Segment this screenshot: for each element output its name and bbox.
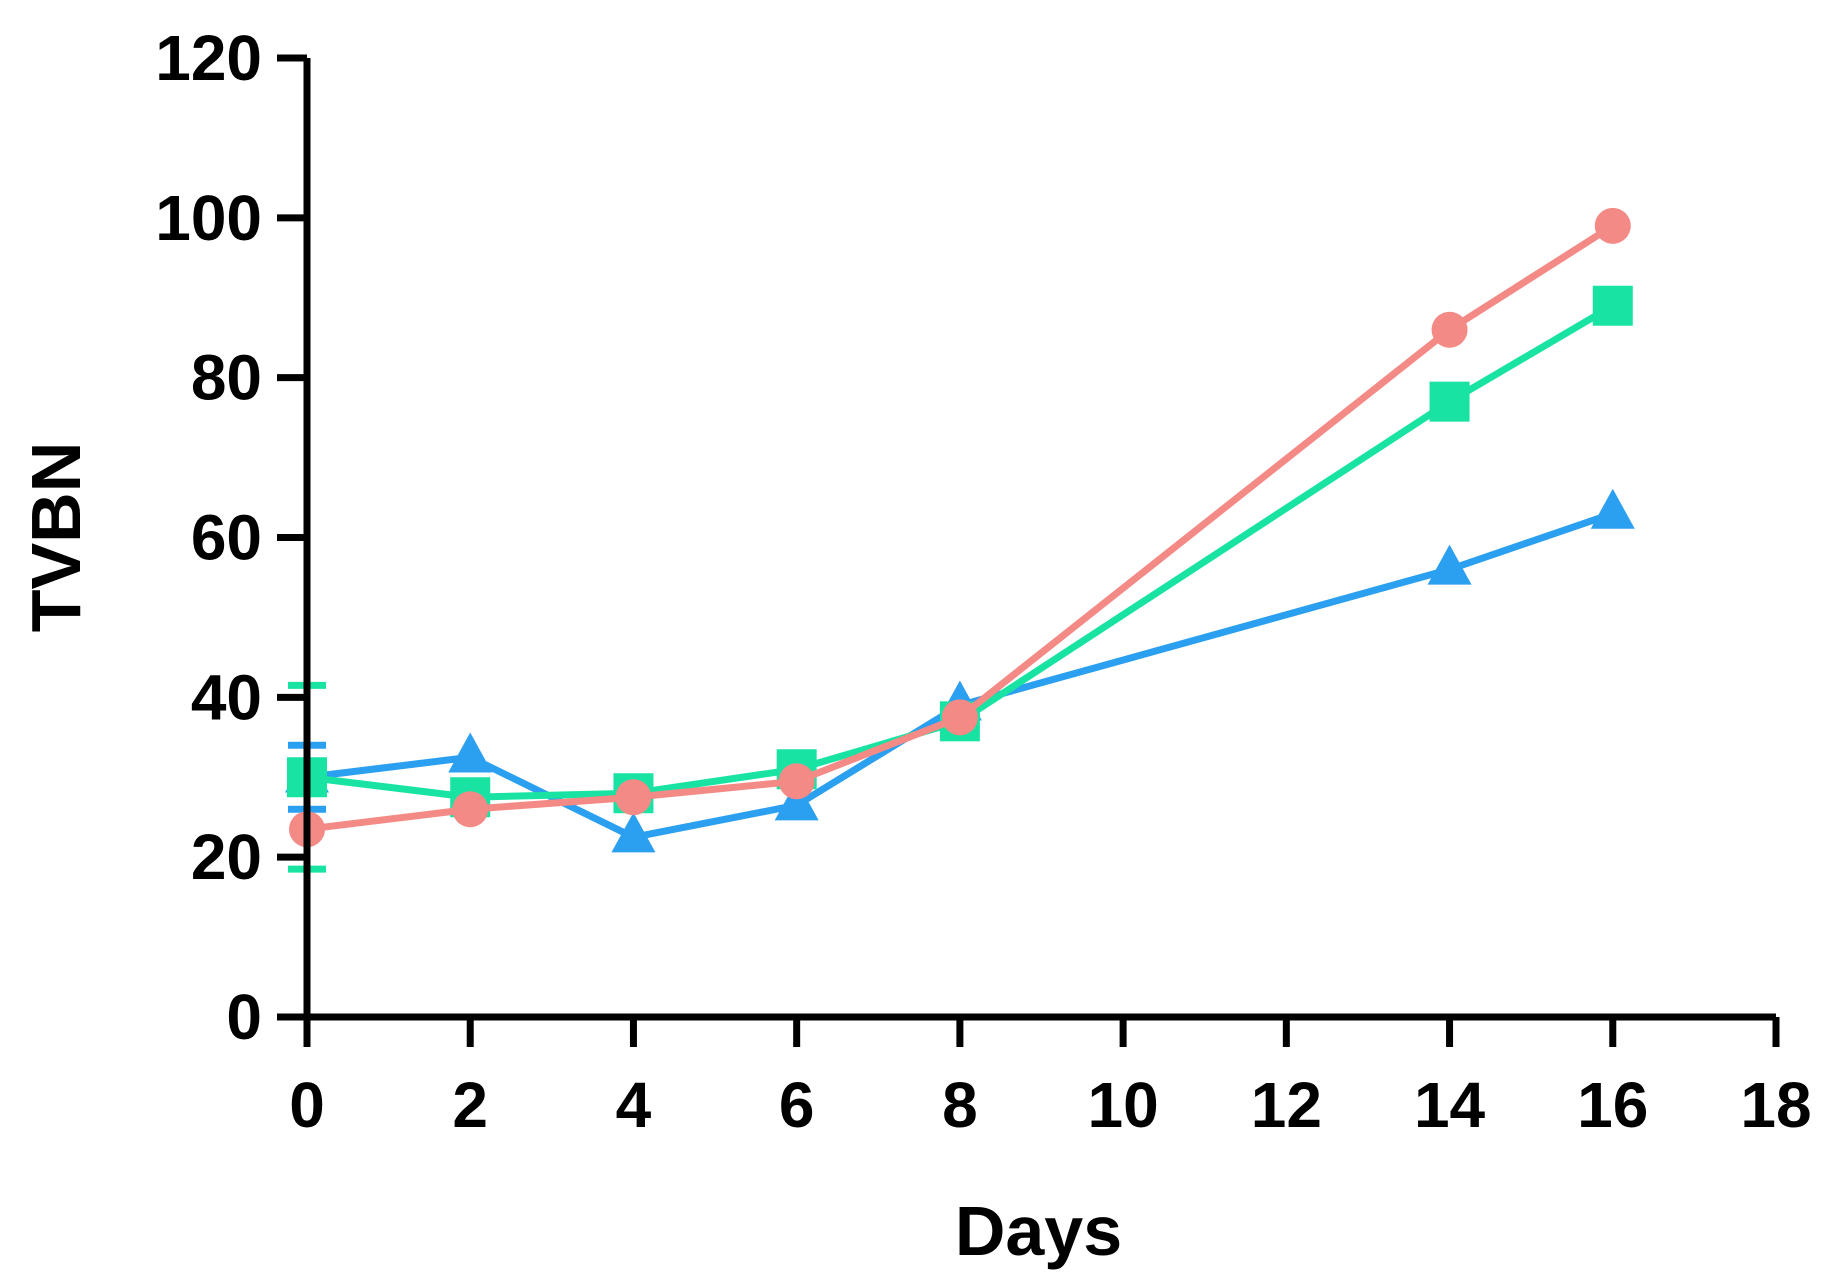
x-tick-label: 4: [616, 1069, 652, 1141]
data-point-circle: [778, 763, 815, 800]
series-group: [285, 207, 1635, 873]
x-tick-label: 6: [779, 1069, 815, 1141]
axes: [303, 58, 1776, 1021]
data-point-square: [1429, 381, 1470, 422]
x-tick-label: 18: [1740, 1069, 1811, 1141]
x-tick-label: 12: [1251, 1069, 1322, 1141]
data-point-circle: [615, 779, 652, 816]
x-tick-label: 14: [1414, 1069, 1486, 1141]
x-axis-ticks: 0 2 4 6 8 10 12 14 16 18: [289, 1017, 1812, 1141]
x-tick-label: 0: [289, 1069, 325, 1141]
y-axis-ticks: 0 20 40 60 80 100 120: [155, 22, 307, 1053]
y-axis-title: TVBN: [17, 442, 95, 633]
y-tick-label: 120: [155, 22, 262, 94]
y-tick-label: 40: [191, 661, 262, 733]
x-tick-label: 10: [1088, 1069, 1159, 1141]
data-point-square: [1592, 285, 1633, 326]
y-tick-label: 100: [155, 182, 262, 254]
y-tick-label: 80: [191, 342, 262, 414]
x-tick-label: 8: [942, 1069, 978, 1141]
x-tick-label: 16: [1577, 1069, 1648, 1141]
y-tick-label: 60: [191, 502, 262, 574]
data-point-triangle: [611, 812, 656, 853]
data-point-triangle: [774, 780, 819, 821]
data-point-triangle: [448, 732, 493, 773]
data-point-circle: [1594, 207, 1631, 244]
y-tick-label: 20: [191, 821, 262, 893]
series-3: [289, 207, 1631, 848]
data-point-circle: [941, 699, 978, 736]
series-line: [306, 510, 1614, 841]
y-tick-label: 0: [226, 981, 262, 1053]
data-point-circle: [1431, 311, 1468, 348]
x-axis-title: Days: [955, 1192, 1122, 1270]
x-tick-label: 2: [452, 1069, 488, 1141]
data-point-circle: [452, 791, 489, 828]
data-point-triangle: [1427, 544, 1472, 585]
data-point-triangle: [1590, 488, 1635, 529]
